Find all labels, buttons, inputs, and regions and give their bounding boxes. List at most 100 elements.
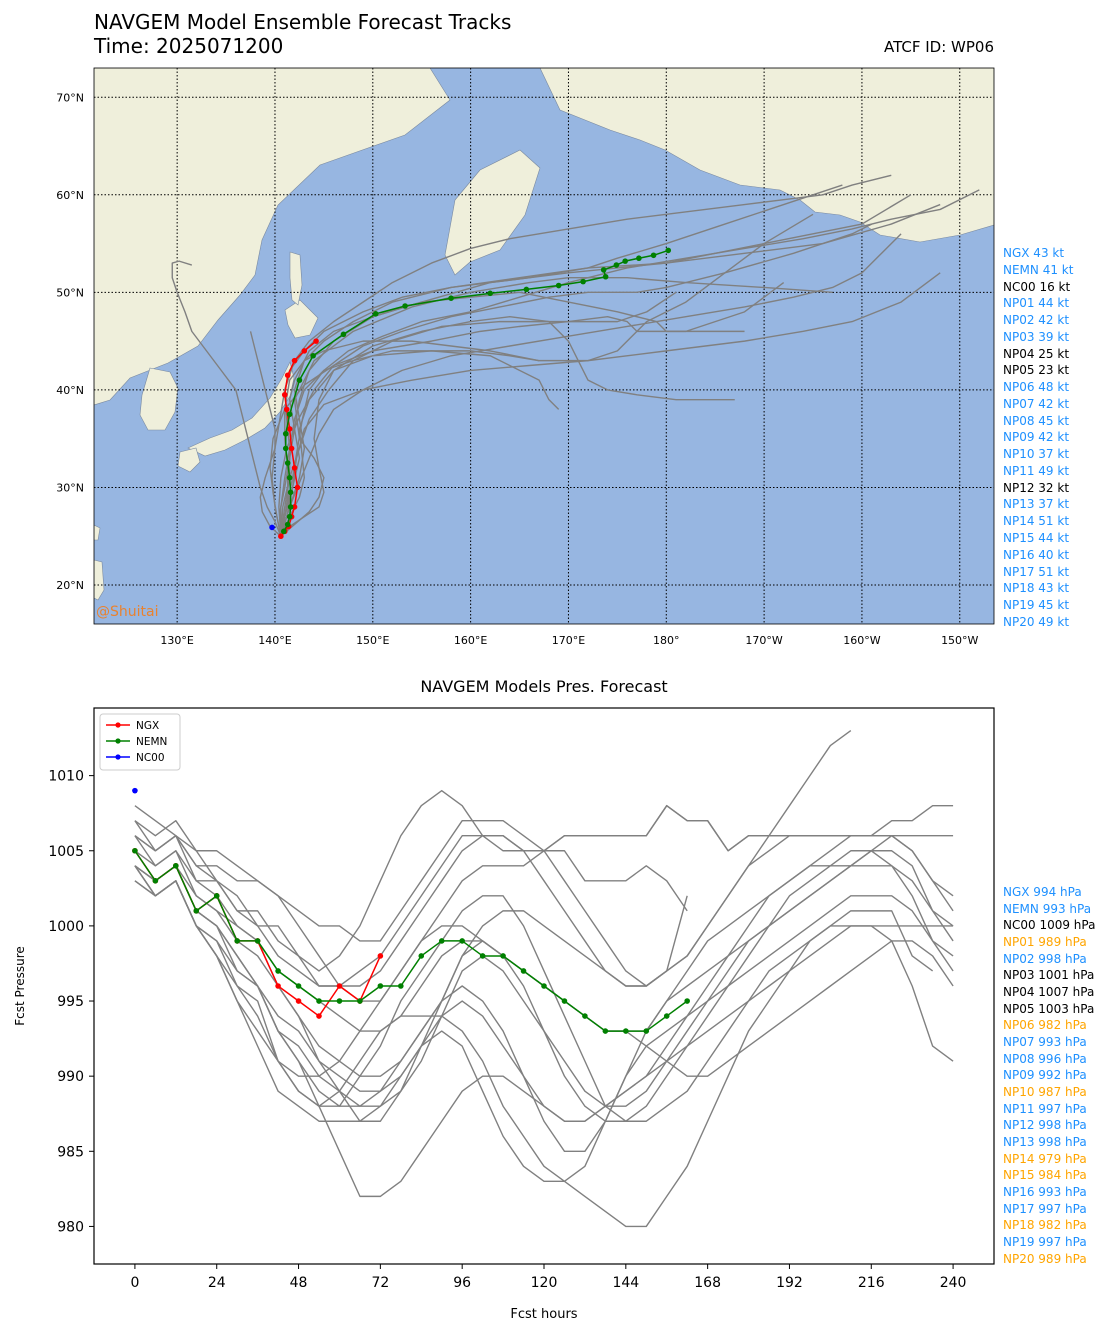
member-line	[134, 865, 954, 1198]
ngx-point	[295, 998, 302, 1004]
legend-label: NC00	[136, 752, 165, 764]
x-tick-label: 24	[208, 1275, 226, 1291]
nemn-point	[561, 998, 568, 1004]
nemn-point	[398, 983, 404, 989]
lat-tick-label: 60°N	[56, 189, 84, 202]
lon-tick-label: 150°W	[941, 634, 978, 647]
nemn-point	[438, 938, 445, 944]
x-tick-label: 48	[290, 1275, 308, 1291]
ngx-point	[288, 445, 295, 452]
lat-tick-label: 30°N	[56, 481, 84, 494]
pressure-entry: NP01 989 hPa	[1003, 935, 1087, 950]
nemn-point	[372, 311, 379, 317]
nemn-point	[295, 983, 302, 989]
intensity-entry: NP08 45 kt	[1003, 413, 1070, 428]
pressure-entry: NP05 1003 hPa	[1003, 1001, 1095, 1016]
pressure-chart: 0 24 48 72 96 120 144 168 192 216 240 980 985 990 995 1…	[13, 707, 995, 1322]
member-line	[280, 350, 560, 537]
pressure-entry: NP16 993 hPa	[1003, 1185, 1087, 1200]
intensity-entry: NP20 49 kt	[1003, 614, 1070, 629]
intensity-entry: NC00 16 kt	[1003, 279, 1071, 294]
nemn-point	[487, 290, 493, 297]
member-line	[134, 880, 934, 1228]
intensity-entry: NP11 49 kt	[1003, 463, 1070, 478]
lon-tick-label: 170°W	[745, 634, 782, 647]
nemn-point	[286, 513, 293, 520]
japan-hokkaido	[284, 299, 319, 339]
intensity-entry: NP17 51 kt	[1003, 564, 1070, 579]
member-line	[134, 805, 688, 987]
legend-label: NEMN	[136, 736, 167, 748]
pressure-entry: NP07 993 hPa	[1003, 1035, 1087, 1050]
ngx-point	[301, 348, 308, 354]
pressure-entry: NP13 998 hPa	[1003, 1135, 1087, 1150]
nemn-point	[286, 474, 293, 481]
nemn-point	[287, 489, 294, 496]
nemn-point	[600, 267, 607, 273]
member-line	[249, 331, 282, 537]
nemn-line	[134, 850, 688, 1032]
y-tick-label: 1000	[48, 919, 84, 935]
nemn-point	[684, 998, 690, 1004]
chukotka-alaska	[539, 68, 994, 243]
nemn-point	[234, 938, 240, 944]
intensity-entry: NP16 40 kt	[1003, 547, 1070, 562]
intensity-entry: NGX 43 kt	[1003, 246, 1065, 260]
pressure-entry: NP15 984 hPa	[1003, 1168, 1087, 1183]
watermark: @Shuitai	[96, 604, 158, 620]
map-time-label: Time: 2025071200	[94, 34, 284, 58]
x-tick-label: 216	[858, 1275, 885, 1291]
nc00-point	[132, 787, 138, 794]
pressure-chart-title: NAVGEM Models Pres. Forecast	[420, 677, 668, 696]
x-tick-label: 72	[371, 1275, 389, 1291]
japan-honshu	[187, 361, 295, 457]
x-tick-label: 192	[776, 1275, 803, 1291]
intensity-entry: NEMN 41 kt	[1003, 262, 1074, 277]
intensity-entry: NP01 44 kt	[1003, 296, 1070, 311]
nemn-point	[418, 953, 425, 959]
map-frame	[93, 67, 995, 625]
member-line	[134, 865, 954, 1183]
nemn-point	[282, 445, 289, 452]
intensity-entry: NP07 42 kt	[1003, 396, 1070, 411]
ngx-point	[281, 391, 288, 398]
lon-tick-label: 170°E	[552, 634, 585, 647]
nemn-point	[336, 998, 343, 1004]
ngx-point	[291, 504, 298, 510]
japan-kyushu	[177, 447, 201, 473]
intensity-entry: NP05 23 kt	[1003, 363, 1070, 378]
intensity-entry: NP10 37 kt	[1003, 447, 1070, 462]
ngx-point	[283, 406, 290, 413]
intensity-entry: NP03 39 kt	[1003, 329, 1070, 344]
legend: NGX NEMN NC00	[99, 713, 181, 771]
ngx-point	[284, 372, 291, 379]
nemn-point	[316, 998, 322, 1004]
member-line	[280, 277, 833, 537]
nemn-point	[340, 331, 347, 338]
nemn-point	[132, 847, 138, 854]
x-tick-label: 120	[531, 1275, 558, 1291]
x-tick-label: 240	[940, 1275, 967, 1291]
nemn-point	[280, 528, 287, 535]
pressure-entry: NP10 987 hPa	[1003, 1085, 1087, 1100]
nemn-point	[479, 953, 486, 959]
map-tick-labels: 130°E 140°E 150°E 160°E 170°E 180° 170°W 160°W 1…	[56, 91, 978, 647]
nemn-point	[665, 247, 672, 254]
member-line	[269, 316, 745, 537]
intensity-entry: NP12 32 kt	[1003, 480, 1070, 495]
pressure-entry: NP09 992 hPa	[1003, 1068, 1087, 1083]
nemn-point	[275, 968, 281, 974]
nemn-point	[580, 278, 586, 285]
pressure-entry: NP11 997 hPa	[1003, 1101, 1087, 1116]
lon-tick-label: 150°E	[356, 634, 389, 647]
nemn-point	[602, 1028, 609, 1034]
y-axis-label: Fcst Pressure	[13, 946, 27, 1026]
nemn-point	[213, 893, 220, 899]
atcf-id-label: ATCF ID: WP06	[883, 38, 994, 56]
pressure-entry: NP12 998 hPa	[1003, 1118, 1087, 1133]
nemn-point	[286, 411, 293, 418]
kamchatka	[444, 149, 541, 276]
forecast-tracks	[171, 174, 980, 540]
nemn-point	[310, 352, 316, 359]
lon-tick-label: 130°E	[160, 634, 193, 647]
